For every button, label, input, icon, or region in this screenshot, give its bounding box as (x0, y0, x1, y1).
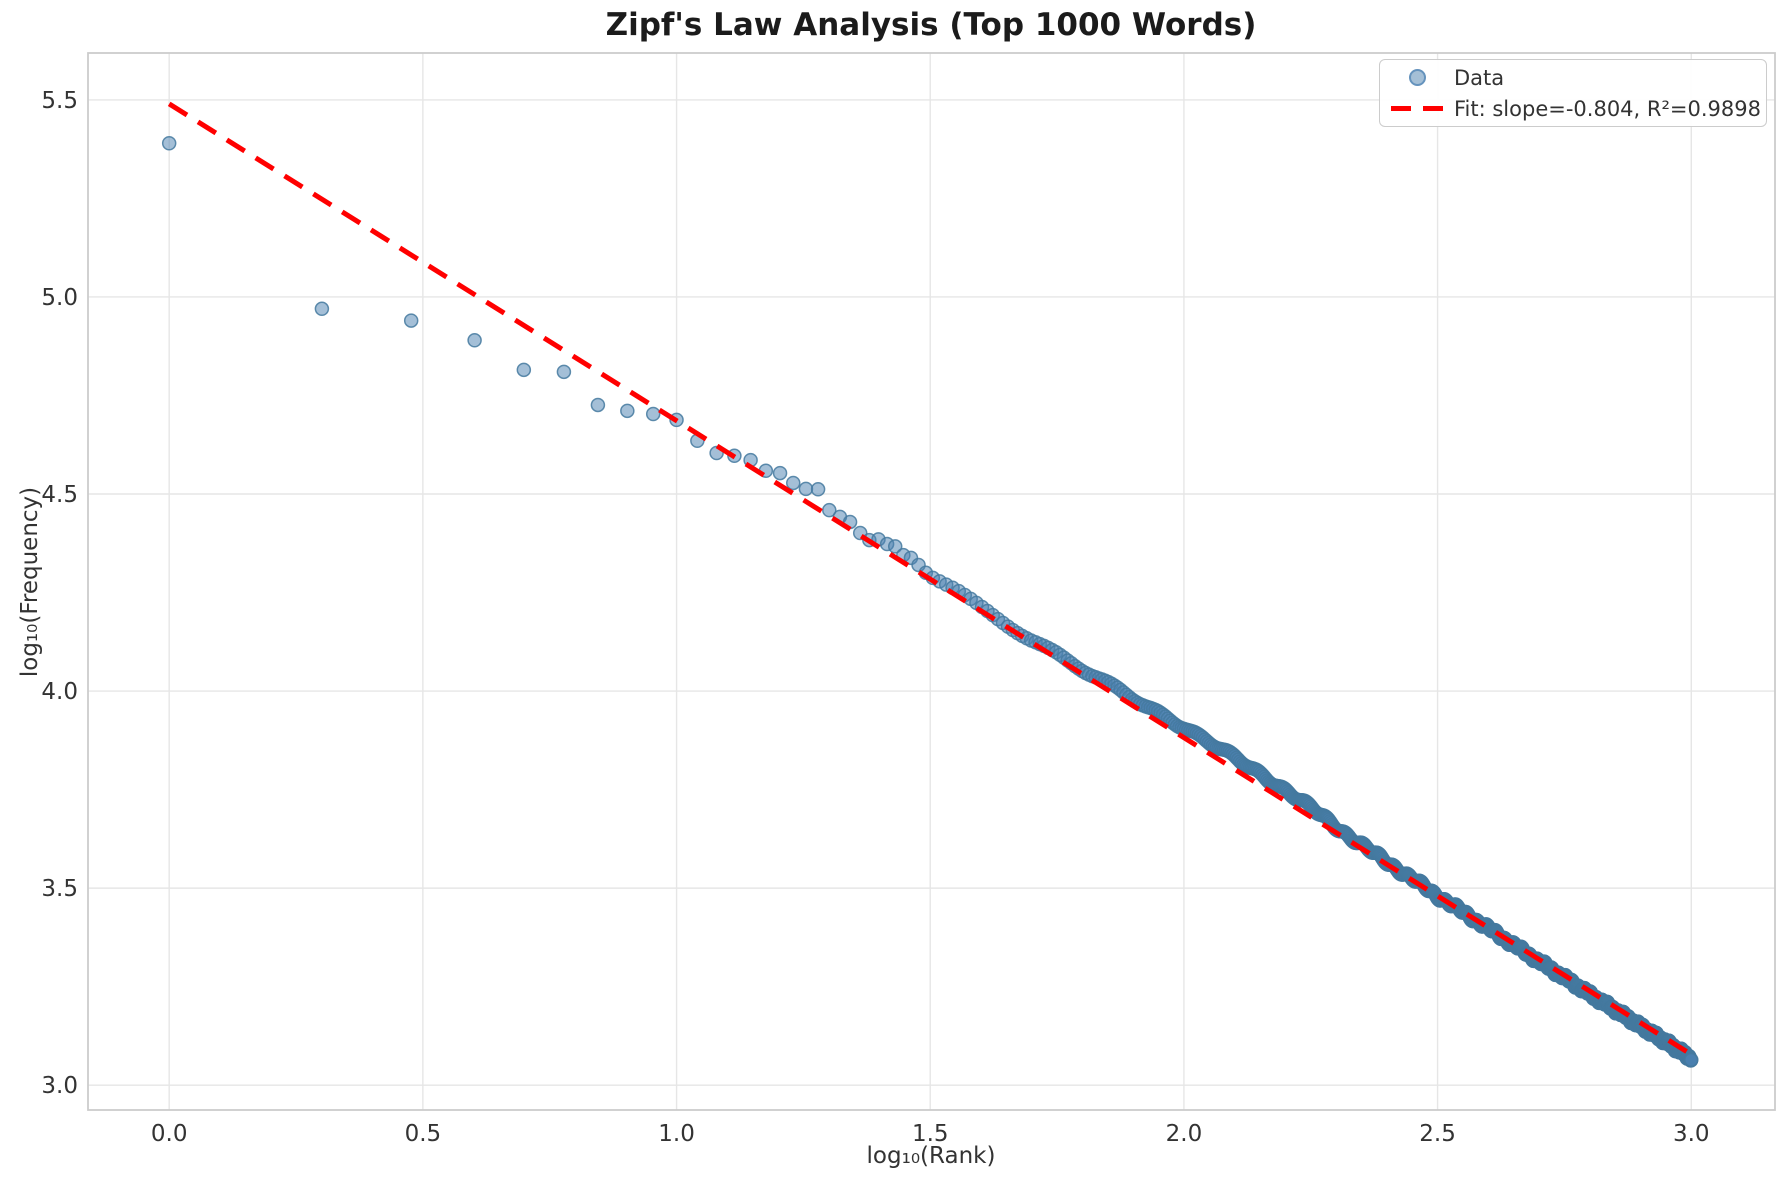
y-tick-label: 3.5 (41, 876, 78, 902)
dashed-line-icon (1391, 106, 1443, 111)
legend: Data Fit: slope=-0.804, R²=0.9898 (1379, 59, 1767, 127)
data-point (772, 465, 788, 481)
legend-swatch-fit (1380, 106, 1454, 111)
chart-title: Zipf's Law Analysis (Top 1000 Words) (605, 7, 1257, 43)
data-point (810, 482, 826, 497)
data-point (403, 313, 419, 328)
x-axis-label: log₁₀(Rank) (866, 1143, 996, 1169)
data-point (467, 333, 482, 348)
scatter-marker-icon (1408, 69, 1426, 86)
legend-swatch-data (1380, 69, 1454, 86)
legend-label-data: Data (1454, 65, 1505, 90)
data-point (887, 539, 903, 554)
legend-label-fit: Fit: slope=-0.804, R²=0.9898 (1454, 96, 1761, 121)
axes-spines (87, 52, 1776, 1111)
x-tick-label: 0.5 (405, 1121, 442, 1147)
data-point (798, 481, 814, 497)
data-point (314, 301, 330, 317)
x-tick-label: 2.5 (1419, 1121, 1456, 1147)
data-point (161, 136, 177, 151)
y-tick-label: 4.0 (41, 679, 78, 705)
y-tick-label: 4.5 (41, 482, 78, 508)
data-point (620, 403, 635, 419)
legend-entry-fit: Fit: slope=-0.804, R²=0.9898 (1380, 94, 1766, 124)
data-point (590, 397, 606, 413)
data-point (645, 406, 661, 422)
data-point (785, 475, 801, 491)
x-tick-label: 3.0 (1673, 1121, 1710, 1147)
x-tick-label: 1.5 (912, 1121, 949, 1147)
x-tick-label: 0.0 (151, 1121, 188, 1147)
y-tick-label: 5.5 (41, 88, 78, 114)
y-tick-label: 3.0 (41, 1073, 78, 1099)
data-point (516, 362, 532, 378)
data-point (556, 364, 572, 380)
data-point (1684, 1052, 1699, 1068)
y-tick-label: 5.0 (41, 285, 78, 311)
x-tick-label: 2.0 (1166, 1121, 1203, 1147)
legend-entry-data: Data (1380, 63, 1766, 93)
fit-line (167, 101, 1693, 1057)
y-axis-label: log₁₀(Frequency) (17, 486, 43, 678)
x-tick-label: 1.0 (658, 1121, 695, 1147)
data-point (822, 502, 837, 518)
